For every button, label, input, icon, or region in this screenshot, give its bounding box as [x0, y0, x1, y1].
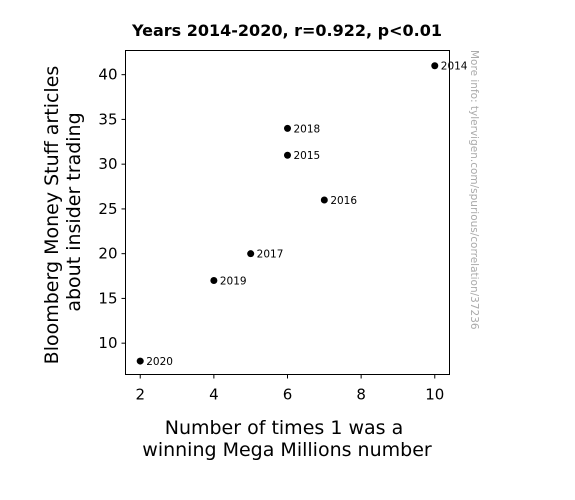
y-axis-label-line-1: Bloomberg Money Stuff articles	[41, 66, 63, 365]
x-axis-label: Number of times 1 was a winning Mega Mil…	[142, 417, 432, 461]
y-axis-label: Bloomberg Money Stuff articles about ins…	[41, 60, 85, 365]
y-tick-label: 30	[98, 155, 117, 173]
data-point-label: 2018	[294, 123, 321, 135]
data-point-label: 2019	[220, 276, 247, 288]
y-tick-label: 25	[98, 200, 117, 218]
data-point	[210, 277, 218, 285]
data-points: 2014 2015 2016 2017 2018 2019 2020	[136, 61, 468, 368]
x-axis-label-line-1: Number of times 1 was a	[165, 417, 403, 439]
chart-title: Years 2014-2020, r=0.922, p<0.01	[131, 21, 442, 40]
y-axis-label-line-2: about insider trading	[63, 112, 85, 311]
x-axis: 2 4 6 8 10	[135, 374, 444, 404]
data-point	[247, 250, 255, 258]
x-axis-label-line-2: winning Mega Millions number	[142, 439, 432, 461]
y-tick-label: 15	[98, 289, 117, 307]
data-point	[136, 357, 144, 365]
data-point-label: 2016	[330, 195, 357, 207]
data-point-label: 2014	[441, 61, 468, 73]
x-tick-label: 10	[425, 386, 444, 404]
x-tick-label: 2	[135, 386, 145, 404]
data-point-label: 2020	[146, 356, 173, 368]
data-point	[320, 196, 328, 204]
y-axis: 10 15 20 25 30 35 40	[98, 66, 126, 352]
watermark-text: More info: tylervigen.com/spurious/corre…	[468, 50, 480, 330]
data-point-label: 2017	[257, 249, 284, 261]
x-tick-label: 8	[356, 386, 366, 404]
plot-area	[125, 50, 450, 375]
y-tick-label: 40	[98, 66, 117, 84]
data-point	[431, 62, 439, 70]
data-point	[284, 151, 291, 159]
y-tick-label: 35	[98, 110, 117, 128]
y-tick-label: 10	[98, 334, 117, 352]
data-point	[284, 124, 291, 132]
data-point-label: 2015	[294, 150, 321, 162]
x-tick-label: 6	[283, 386, 293, 404]
x-tick-label: 4	[209, 386, 219, 404]
y-tick-label: 20	[98, 245, 117, 263]
